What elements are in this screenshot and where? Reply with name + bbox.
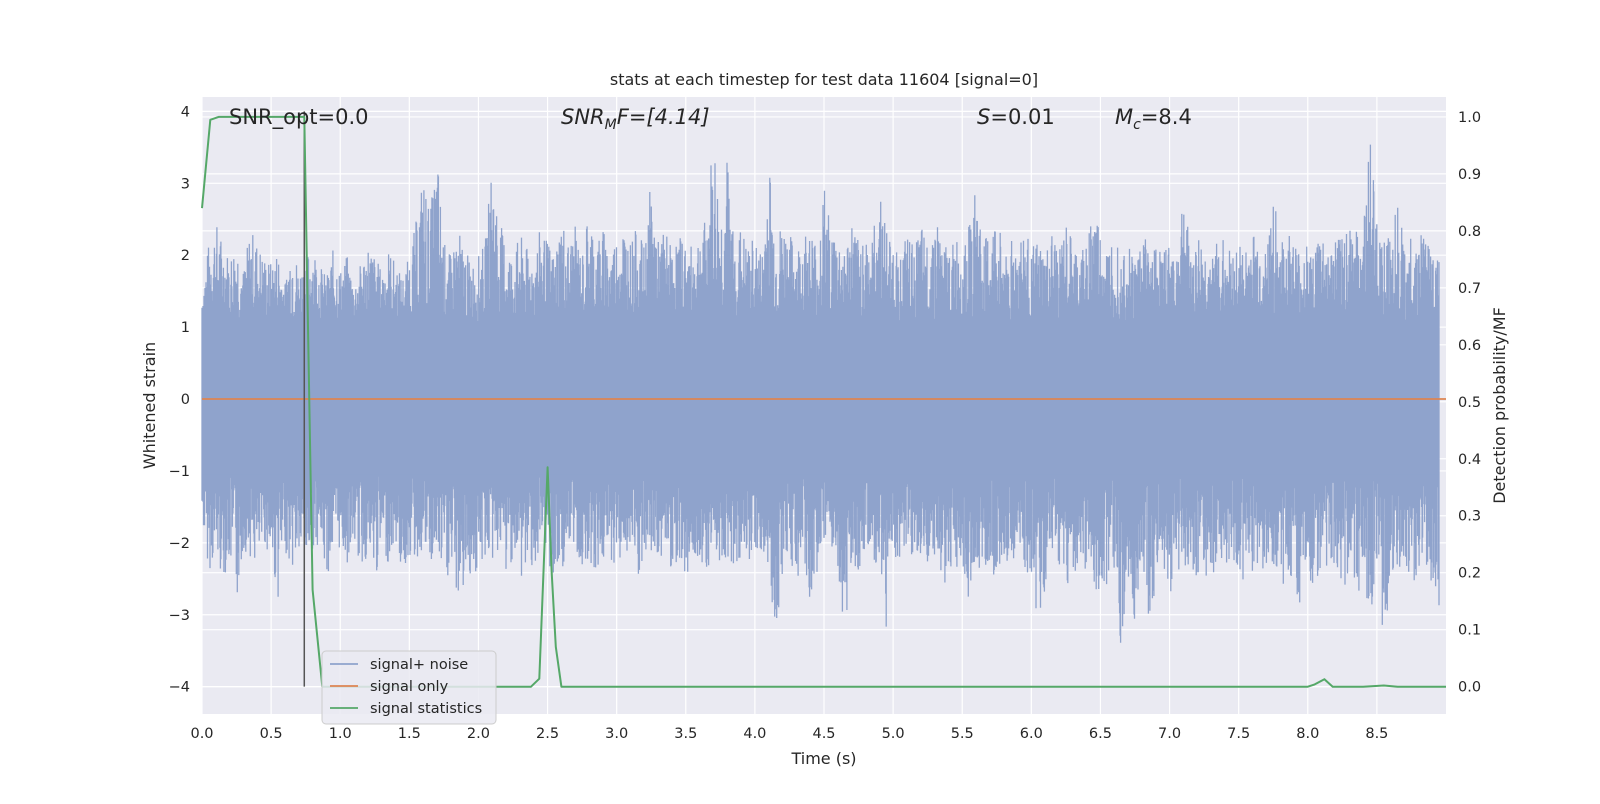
y-tick-label-left: −1 [169, 464, 190, 480]
x-tick-label: 8.5 [1365, 726, 1388, 742]
annotation-mc-sub: c [1133, 117, 1141, 133]
y-axis-label-right: Detection probability/MF [1490, 307, 1509, 504]
x-tick-label: 8.0 [1296, 726, 1319, 742]
annotation-mc: Mc=8.4 [1115, 105, 1192, 133]
y-tick-label-left: −2 [169, 536, 190, 552]
y-tick-label-right: 0.7 [1458, 281, 1481, 297]
y-tick-label-left: −3 [169, 608, 190, 624]
x-tick-label: 6.0 [1020, 726, 1043, 742]
x-tick-label: 4.5 [812, 726, 835, 742]
annotation-snr-mf-base: SNR [561, 105, 605, 129]
legend-label-signal-statistics: signal statistics [370, 701, 482, 717]
annotation-snr-opt: SNR_opt=0.0 [229, 105, 369, 130]
x-tick-label: 6.5 [1089, 726, 1112, 742]
x-tick-label: 1.0 [329, 726, 352, 742]
legend-box [321, 650, 497, 725]
y-tick-label-right: 0.8 [1458, 224, 1481, 240]
y-tick-label-right: 0.4 [1458, 452, 1481, 468]
x-tick-label: 3.0 [605, 726, 628, 742]
legend: signal+ noise signal only signal statist… [321, 650, 497, 725]
y-axis-label-left: Whitened strain [140, 342, 159, 469]
annotation-s: S=0.01 [977, 105, 1055, 129]
annotation-snr-mf-sub: M [605, 117, 617, 133]
overlay-lines [201, 111, 1446, 688]
x-tick-label: 4.0 [743, 726, 766, 742]
x-tick-label: 7.5 [1227, 726, 1250, 742]
x-axis-label: Time (s) [790, 749, 856, 768]
x-tick-label: 7.0 [1158, 726, 1181, 742]
y-tick-label-right: 0.0 [1458, 680, 1481, 696]
y-tick-label-right: 0.3 [1458, 509, 1481, 525]
annotation-s-var: S [977, 105, 990, 129]
chart-title: stats at each timestep for test data 116… [610, 70, 1038, 89]
tick-labels: 0.0 0.5 1.0 1.5 2.0 2.5 3.0 3.5 4.0 4.5 5.0 5.5 6.0 6… [169, 104, 1481, 742]
y-tick-label-left: 4 [181, 104, 190, 120]
legend-label-signal-noise: signal+ noise [370, 657, 468, 673]
y-tick-label-right: 1.0 [1458, 110, 1481, 126]
annotation-s-val: =0.01 [990, 105, 1054, 129]
y-tick-label-left: 1 [181, 320, 190, 336]
annotation-mc-val: =8.4 [1141, 105, 1192, 129]
x-tick-label: 5.0 [882, 726, 905, 742]
y-tick-label-right: 0.1 [1458, 623, 1481, 639]
x-tick-label: 0.5 [260, 726, 283, 742]
legend-label-signal-only: signal only [370, 679, 449, 695]
y-tick-label-left: 3 [181, 176, 190, 192]
y-tick-label-right: 0.6 [1458, 338, 1481, 354]
x-tick-label: 3.5 [674, 726, 697, 742]
y-tick-label-right: 0.9 [1458, 167, 1481, 183]
signal-statistics-line [201, 115, 1446, 688]
annotation-snr-mf-rest: F=[4.14] [617, 105, 710, 129]
x-tick-label: 0.0 [190, 726, 213, 742]
y-tick-label-left: −4 [169, 680, 190, 696]
x-tick-label: 5.5 [951, 726, 974, 742]
y-tick-label-left: 2 [181, 248, 190, 264]
x-tick-label: 2.5 [536, 726, 559, 742]
y-tick-label-left: 0 [181, 392, 190, 408]
x-tick-label: 2.0 [467, 726, 490, 742]
annotation-snr-mf: SNRMF=[4.14] [561, 105, 710, 133]
y-tick-label-right: 0.5 [1458, 395, 1481, 411]
annotation-mc-var: M [1115, 105, 1133, 129]
x-tick-label: 1.5 [398, 726, 421, 742]
y-tick-label-right: 0.2 [1458, 566, 1481, 582]
